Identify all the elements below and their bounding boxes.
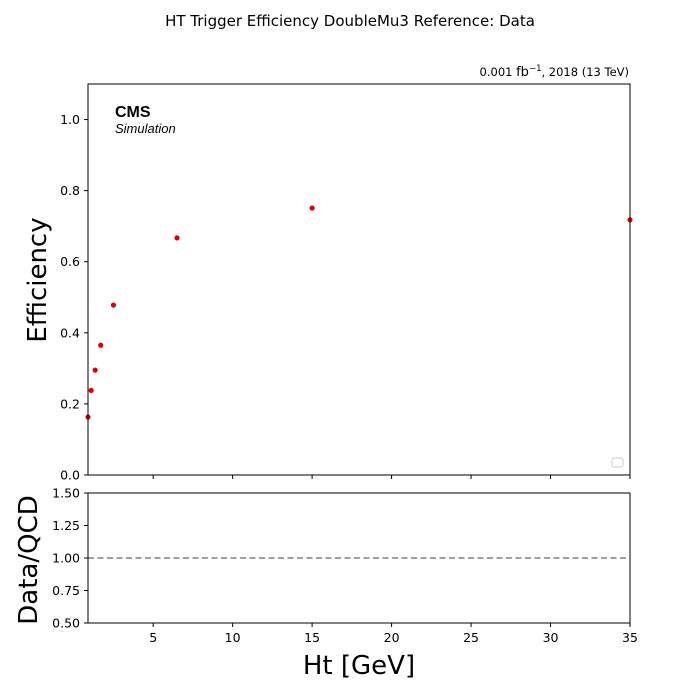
figure-suptitle: HT Trigger Efficiency DoubleMu3 Referenc… — [165, 12, 535, 30]
efficiency-point — [92, 367, 98, 373]
ratio-y-tick-label: 0.50 — [52, 616, 80, 631]
ratio-panel: Data/QCD Ht [GeV] 0.50 0.75 1.00 1.25 1.50 5… — [14, 486, 638, 682]
ratio-y-ticks: 0.50 0.75 1.00 1.25 1.50 — [52, 486, 88, 631]
ratio-x-tick-label: 5 — [149, 630, 157, 645]
efficiency-ylabel: Efficiency — [23, 217, 53, 342]
ratio-axes-frame — [87, 492, 631, 624]
efficiency-y-tick-label: 0.0 — [60, 468, 80, 483]
efficiency-point — [110, 302, 117, 308]
efficiency-panel: Efficiency CMS Simulation 0.00.20.40.60.… — [23, 83, 633, 483]
ratio-y-tick-label: 1.50 — [52, 486, 80, 501]
efficiency-y-tick-label: 0.2 — [60, 396, 80, 411]
efficiency-points — [85, 205, 633, 420]
ratio-x-tick-label: 20 — [384, 630, 400, 645]
ratio-y-tick-label: 1.25 — [52, 518, 80, 533]
lumi-value: 0.001 — [480, 65, 517, 79]
lumi-unit: fb — [516, 65, 529, 80]
cms-sublabel: Simulation — [115, 121, 176, 136]
ratio-xlabel: Ht [GeV] — [303, 651, 415, 681]
ratio-x-tick-label: 30 — [543, 630, 559, 645]
efficiency-point — [88, 387, 94, 394]
lumi-label: 0.001 fb−1, 2018 (13 TeV) — [480, 64, 629, 80]
ratio-ylabel: Data/QCD — [14, 495, 44, 624]
efficiency-y-ticks: 0.0 0.2 0.4 0.6 0.8 1.0 — [60, 112, 88, 483]
legend-box — [611, 457, 624, 468]
ratio-x-tick-label: 15 — [304, 630, 320, 645]
efficiency-axes-frame — [87, 83, 631, 476]
efficiency-point — [98, 342, 104, 348]
ratio-x-tick-label: 25 — [463, 630, 479, 645]
efficiency-point — [174, 235, 180, 241]
ratio-x-tick-label: 35 — [622, 630, 638, 645]
efficiency-y-tick-label: 0.8 — [60, 183, 80, 198]
efficiency-y-tick-label: 0.4 — [60, 325, 80, 340]
efficiency-x-ticks — [152, 475, 631, 479]
ratio-x-ticks: 5 10 15 20 25 30 35 — [149, 623, 638, 645]
ratio-x-tick-label: 10 — [225, 630, 241, 645]
ratio-y-tick-label: 1.00 — [52, 551, 80, 566]
cms-label: CMS — [115, 104, 151, 121]
efficiency-y-tick-label: 0.6 — [60, 254, 80, 269]
lumi-exponent: −1 — [529, 64, 542, 74]
lumi-rest: , 2018 (13 TeV) — [541, 65, 629, 79]
efficiency-y-tick-label: 1.0 — [60, 112, 80, 127]
efficiency-point — [309, 205, 315, 211]
ratio-y-tick-label: 0.75 — [52, 583, 80, 598]
